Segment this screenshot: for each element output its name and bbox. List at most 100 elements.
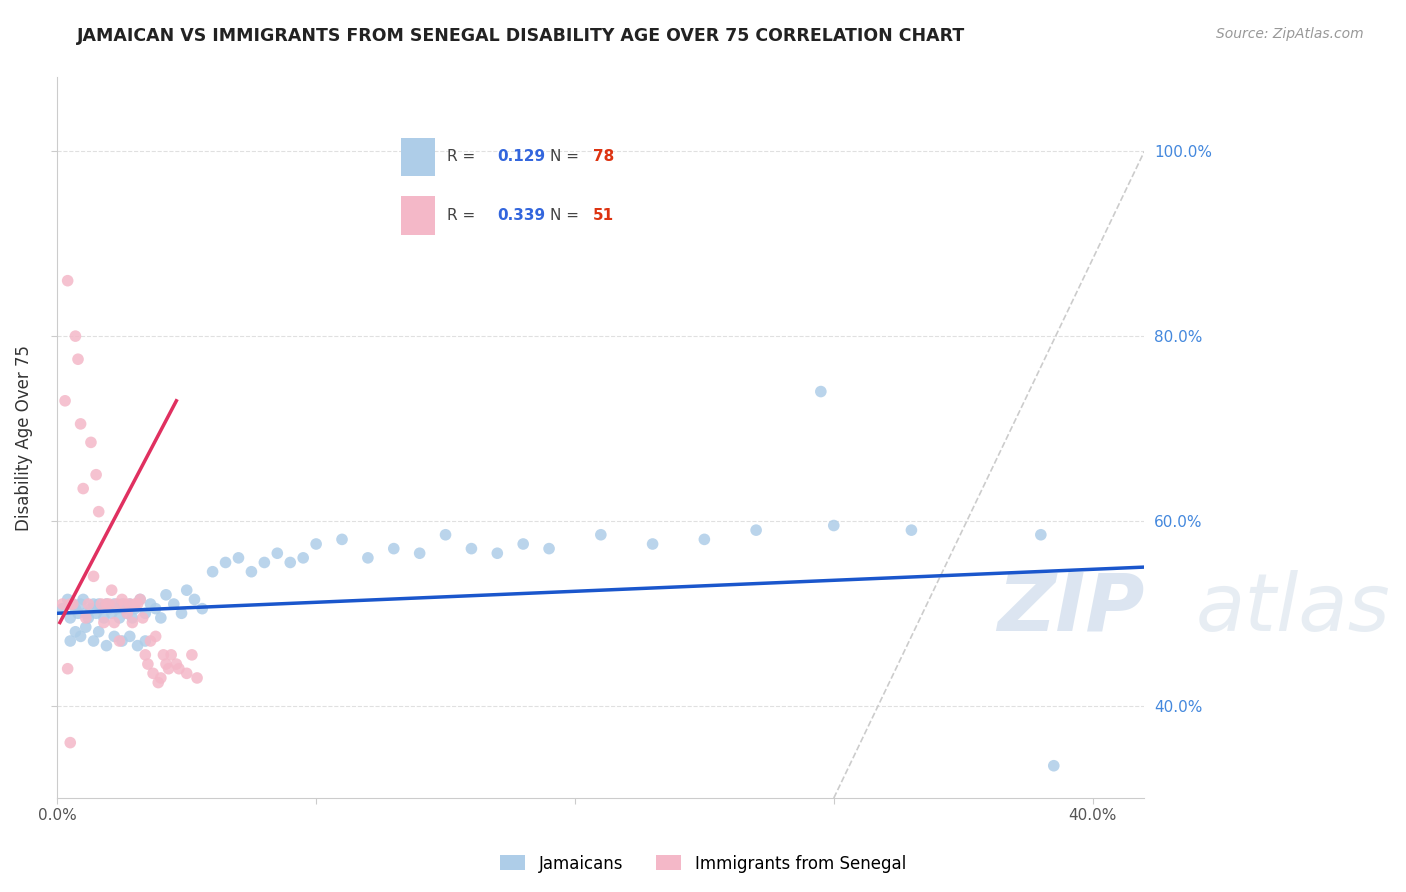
Point [228,550,250,565]
Point [589,528,612,542]
Point [183,592,205,607]
Point [115,607,138,621]
Point [149,671,172,685]
Point [134,607,156,621]
Point [167,662,190,676]
Point [152,648,174,662]
Point [108,611,131,625]
Point [83,597,105,611]
Point [408,546,430,560]
Point [87,597,110,611]
Point [124,601,146,615]
Point [51,601,73,615]
Point [62,597,84,611]
Point [77,611,100,625]
Point [810,384,832,399]
Point [512,537,534,551]
Point [434,528,457,542]
Point [278,556,301,570]
Point [145,601,167,615]
Point [111,634,134,648]
Point [65,329,87,343]
Point [75,607,97,621]
Point [72,482,94,496]
Point [59,736,82,750]
Point [155,588,177,602]
Text: ZIP: ZIP [997,570,1144,648]
Point [108,634,131,648]
Point [69,597,91,611]
Point [382,541,405,556]
Point [134,648,156,662]
Point [96,597,118,611]
Point [1029,528,1052,542]
Point [136,657,159,672]
Point [139,597,162,611]
Point [165,657,187,672]
Point [80,435,103,450]
Point [129,592,152,607]
Point [103,629,125,643]
Point [149,611,172,625]
Point [56,662,79,676]
Point [745,523,768,537]
Point [132,611,155,625]
Point [80,601,103,615]
Point [201,565,224,579]
Point [56,274,79,288]
Point [115,607,138,621]
Point [93,611,115,625]
Point [460,541,482,556]
Point [100,607,122,621]
Point [127,597,149,611]
Point [134,634,156,648]
Legend: Jamaicans, Immigrants from Senegal: Jamaicans, Immigrants from Senegal [494,848,912,880]
Point [176,583,198,598]
Point [186,671,208,685]
Point [105,601,128,615]
Point [56,592,79,607]
Y-axis label: Disability Age Over 75: Disability Age Over 75 [15,344,32,531]
Point [59,611,82,625]
Point [157,662,180,676]
Point [59,597,82,611]
Point [330,533,353,547]
Point [176,666,198,681]
Point [90,597,112,611]
Point [121,611,143,625]
Point [121,615,143,630]
Point [124,597,146,611]
Point [72,592,94,607]
Point [900,523,922,537]
Point [163,597,186,611]
Point [111,597,134,611]
Point [292,550,315,565]
Point [90,601,112,615]
Point [155,657,177,672]
Point [93,615,115,630]
Point [103,597,125,611]
Point [51,597,73,611]
Point [87,505,110,519]
Point [240,565,263,579]
Point [641,537,664,551]
Point [160,648,183,662]
Point [84,607,107,621]
Point [69,629,91,643]
Point [118,597,141,611]
Point [114,597,136,611]
Point [62,597,84,611]
Point [66,352,89,367]
Point [214,556,236,570]
Point [148,675,170,690]
Point [77,597,100,611]
Point [693,533,716,547]
Point [65,624,87,639]
Text: Source: ZipAtlas.com: Source: ZipAtlas.com [1216,27,1364,41]
Point [118,597,141,611]
Point [96,597,118,611]
Point [103,615,125,630]
Point [105,597,128,611]
Point [84,467,107,482]
Point [538,541,561,556]
